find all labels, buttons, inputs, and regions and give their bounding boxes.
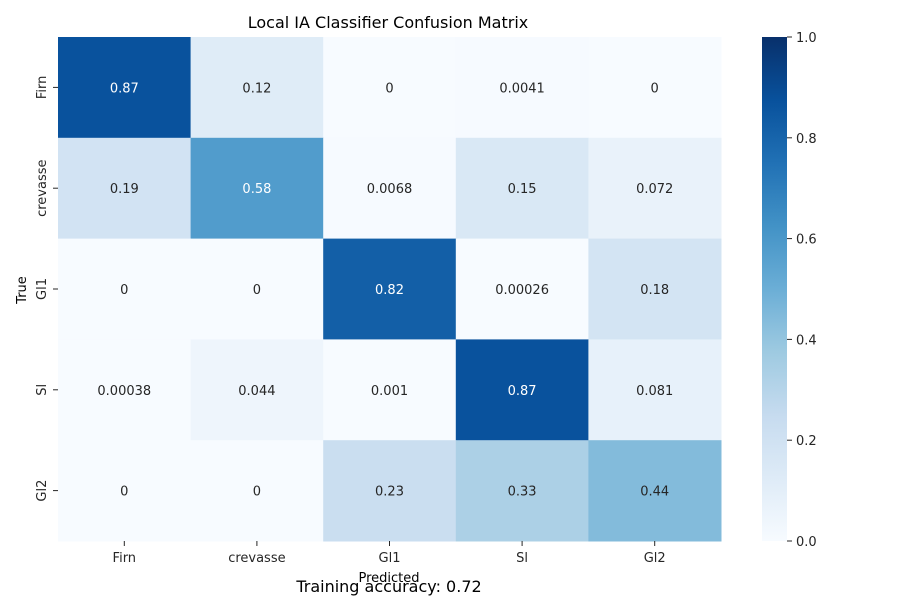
heatmap-cell-4-0 (58, 440, 192, 542)
heatmap-cell-4-1 (190, 440, 324, 542)
chart-title: Local IA Classifier Confusion Matrix (248, 13, 528, 32)
y-tick-label: crevasse (35, 159, 50, 216)
heatmap-cell-1-0 (58, 137, 192, 240)
heatmap-cell-1-1 (190, 137, 324, 240)
heatmap-cell-1-2 (323, 137, 457, 240)
heatmap-cell-1-3 (455, 137, 589, 240)
heatmap-cell-3-3 (455, 339, 589, 441)
cell-value-label: 0.0041 (499, 81, 545, 96)
x-axis-ticks: Firn crevasse Gl1 Sl Gl2 (113, 541, 666, 566)
heatmap-cell-3-2 (323, 339, 457, 441)
heatmap-cell-0-0 (58, 37, 192, 139)
x-tick-label: Firn (113, 551, 137, 566)
cell-value-label: 0 (253, 485, 261, 500)
cell-value-label: 0 (120, 485, 128, 500)
heatmap-cell-4-2 (323, 440, 457, 542)
cell-value-label: 0.87 (110, 81, 139, 96)
cell-value-label: 0 (651, 81, 659, 96)
x-axis-label: Predicted (358, 571, 419, 586)
heatmap-cell-3-4 (588, 339, 722, 441)
colorbar-tick-label: 0.8 (796, 132, 817, 147)
x-tick-label: Gl1 (379, 551, 401, 566)
cell-value-label: 0.82 (375, 283, 404, 298)
cell-value-label: 0.33 (508, 485, 537, 500)
x-tick-label: Sl (516, 551, 528, 566)
x-tick-label: crevasse (228, 551, 285, 566)
y-tick-label: Gl2 (35, 480, 50, 502)
y-axis-label: True (15, 276, 30, 305)
heatmap-cell-1-4 (588, 137, 722, 240)
heatmap-cell-4-3 (455, 440, 589, 542)
heatmap-cell-2-2 (323, 238, 457, 340)
cell-value-label: 0.001 (371, 384, 408, 399)
cell-value-label: 0.23 (375, 485, 404, 500)
colorbar-ticks: 0.0 0.2 0.4 0.6 0.8 1.0 (787, 31, 817, 550)
heatmap-cell-3-0 (58, 339, 192, 441)
cell-value-label: 0.072 (636, 182, 673, 197)
colorbar-tick-label: 0.0 (796, 535, 817, 550)
cell-value-label: 0 (253, 283, 261, 298)
heatmap-cell-2-4 (588, 238, 722, 340)
heatmap-cell-0-2 (323, 37, 457, 139)
cell-value-label: 0.58 (242, 182, 271, 197)
cell-value-label: 0.0068 (367, 182, 413, 197)
heatmap-cell-2-1 (190, 238, 324, 340)
cell-value-label: 0.44 (640, 485, 669, 500)
heatmap-cell-0-1 (190, 37, 324, 139)
heatmap-cell-2-0 (58, 238, 192, 340)
training-accuracy-text: Training accuracy: 0.72 (295, 577, 481, 596)
heatmap-cell-2-3 (455, 238, 589, 340)
cell-value-label: 0.00038 (97, 384, 151, 399)
heatmap-cells: 0.87 0.12 0 0.0041 0 0.19 0.58 0.0068 0.15 0.072 0… (58, 37, 722, 542)
cell-value-label: 0.19 (110, 182, 139, 197)
colorbar-tick-label: 0.6 (796, 233, 817, 248)
heatmap-cell-0-3 (455, 37, 589, 139)
cell-value-label: 0.044 (238, 384, 275, 399)
cell-value-label: 0.00026 (495, 283, 549, 298)
colorbar-tick-label: 0.4 (796, 333, 817, 348)
y-tick-label: Gl1 (35, 278, 50, 300)
cell-value-label: 0 (385, 81, 393, 96)
heatmap-cell-3-1 (190, 339, 324, 441)
y-axis-ticks: Firn crevasse Gl1 Sl Gl2 (35, 76, 58, 502)
cell-value-label: 0.12 (242, 81, 271, 96)
cell-value-label: 0.081 (636, 384, 673, 399)
cell-value-label: 0 (120, 283, 128, 298)
cell-value-label: 0.15 (508, 182, 537, 197)
y-tick-label: Sl (35, 384, 50, 396)
y-tick-label: Firn (35, 76, 50, 100)
heatmap-cell-0-4 (588, 37, 722, 139)
heatmap-cell-4-4 (588, 440, 722, 542)
colorbar (762, 37, 787, 541)
cell-value-label: 0.87 (508, 384, 537, 399)
colorbar-tick-label: 0.2 (796, 434, 817, 449)
cell-value-label: 0.18 (640, 283, 669, 298)
x-tick-label: Gl2 (644, 551, 666, 566)
colorbar-tick-label: 1.0 (796, 31, 817, 46)
